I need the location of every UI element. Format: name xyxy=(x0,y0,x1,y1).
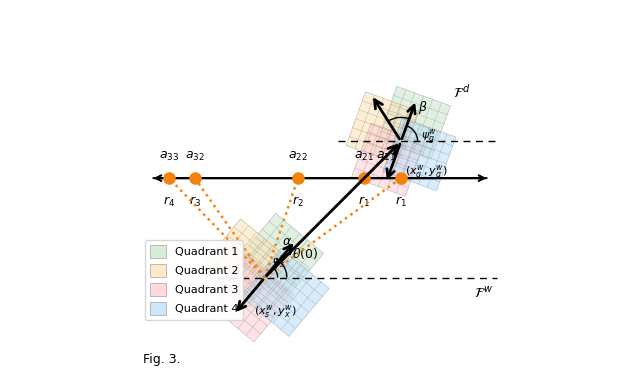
Text: $\beta$: $\beta$ xyxy=(417,99,427,115)
Text: $\alpha$: $\alpha$ xyxy=(282,235,292,248)
Polygon shape xyxy=(200,219,289,307)
Text: $(x_g^w, y_g^w)$: $(x_g^w, y_g^w)$ xyxy=(405,163,448,183)
Text: $\mathcal{F}^w$: $\mathcal{F}^w$ xyxy=(474,285,493,301)
Polygon shape xyxy=(378,86,451,160)
Text: $\psi_g^w$: $\psi_g^w$ xyxy=(421,128,437,147)
Text: $r_1$: $r_1$ xyxy=(395,195,407,209)
Text: $(x_s^w, y_x^w)$: $(x_s^w, y_x^w)$ xyxy=(254,303,298,320)
Legend: Quadrant 1, Quadrant 2, Quadrant 3, Quadrant 4: Quadrant 1, Quadrant 2, Quadrant 3, Quad… xyxy=(145,240,243,320)
Polygon shape xyxy=(206,254,294,342)
Text: $\psi_s^w$: $\psi_s^w$ xyxy=(272,253,288,270)
Polygon shape xyxy=(351,123,425,196)
Text: $r_1$: $r_1$ xyxy=(358,195,370,209)
Text: $\theta(0)$: $\theta(0)$ xyxy=(292,246,319,261)
Text: $r_4$: $r_4$ xyxy=(163,195,175,209)
Text: Fig. 3.: Fig. 3. xyxy=(143,353,181,366)
Polygon shape xyxy=(346,92,419,165)
Text: $r_2$: $r_2$ xyxy=(292,195,304,209)
Text: $r_3$: $r_3$ xyxy=(189,195,201,209)
Text: $a_{22}$: $a_{22}$ xyxy=(288,150,308,163)
Text: $a_{11}$: $a_{11}$ xyxy=(376,150,396,163)
Text: $a_{33}$: $a_{33}$ xyxy=(159,150,179,163)
Text: $a_{32}$: $a_{32}$ xyxy=(185,150,205,163)
Polygon shape xyxy=(236,213,324,301)
Polygon shape xyxy=(241,248,329,336)
Polygon shape xyxy=(383,118,456,191)
Text: $\mathcal{F}^d$: $\mathcal{F}^d$ xyxy=(452,83,470,101)
Text: $a_{21}$: $a_{21}$ xyxy=(354,150,374,163)
